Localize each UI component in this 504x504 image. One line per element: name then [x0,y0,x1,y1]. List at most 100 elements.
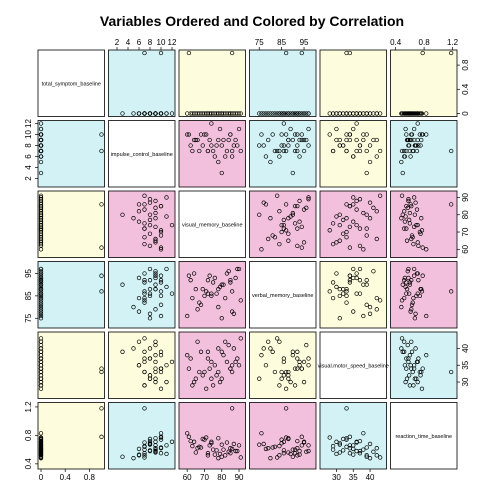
data-point [301,240,307,245]
x-tick-label: 75 [255,38,264,47]
data-point [231,346,237,351]
variable-label: impulse_control_baseline [111,152,173,158]
data-point [229,446,235,452]
x-tick-label: 0 [39,473,44,482]
data-point [142,295,147,301]
panel-2-3 [249,190,317,258]
data-point [38,431,44,436]
data-point [147,346,153,351]
data-point [337,442,342,447]
data-point [286,143,291,148]
data-point [290,353,295,358]
data-point [193,286,198,292]
data-point [281,359,287,365]
data-point [38,369,44,375]
data-point [286,450,291,455]
data-point [38,282,44,287]
data-point [347,132,353,137]
data-point [158,445,164,450]
data-point [404,291,409,296]
data-point [158,50,164,56]
data-point [233,137,238,143]
data-point [205,451,211,456]
data-point [268,346,273,351]
data-point [217,379,223,385]
data-point [419,386,425,391]
data-point [219,376,224,381]
data-point [38,236,44,242]
data-point [415,291,420,296]
data-point [411,224,417,229]
data-point [404,286,410,292]
data-point [231,441,237,447]
data-point [406,356,411,361]
y-tick-label: 95 [24,268,33,277]
data-point [306,448,311,454]
data-point [295,453,300,458]
data-point [202,293,207,299]
x-tick-label: 80 [217,473,226,482]
data-point [257,212,262,217]
data-point [266,111,271,116]
data-point [411,366,417,371]
data-point [223,154,228,159]
data-point [147,111,153,116]
data-point [306,443,311,448]
data-point [120,111,125,116]
data-point [306,143,311,148]
data-point [413,346,418,351]
data-point [406,266,411,272]
data-point [188,143,193,148]
data-point [257,143,262,148]
data-point [406,198,411,204]
data-point [38,376,44,381]
panel-4-4 [319,331,387,399]
data-point [347,451,353,456]
data-point [292,111,298,116]
data-point [38,307,44,312]
data-point [153,269,158,274]
data-point [334,126,339,132]
panel-2-0 [37,190,105,258]
data-point [419,216,424,221]
data-point [347,245,353,250]
data-point [344,289,349,294]
data-point [153,282,158,287]
data-point [38,437,44,442]
data-point [281,448,287,453]
data-point [216,137,221,143]
data-point [185,313,190,319]
data-point [364,111,369,116]
data-point [204,386,209,391]
data-point [142,336,147,341]
data-point [131,111,136,116]
data-point [147,222,153,228]
data-point [266,446,271,451]
data-point [142,221,147,226]
data-point [158,278,164,283]
data-point [279,376,284,381]
data-point [233,359,238,365]
data-point [288,126,293,132]
data-point [357,451,363,456]
data-point [158,302,164,307]
data-point [158,313,164,319]
data-point [400,170,405,176]
data-point [449,202,454,207]
data-point [295,132,300,137]
data-point [399,193,405,198]
data-point [136,295,142,301]
data-point [238,455,243,460]
data-point [330,443,336,449]
data-point [268,111,273,116]
data-point [38,126,44,132]
y-tick-label: 70 [461,227,470,236]
data-point [233,448,238,454]
panel-3-4 [319,261,387,329]
data-point [347,434,353,439]
panel-1-4 [319,120,387,188]
data-point [297,198,302,204]
data-point [377,455,383,460]
data-point [301,359,307,365]
data-point [416,243,421,249]
